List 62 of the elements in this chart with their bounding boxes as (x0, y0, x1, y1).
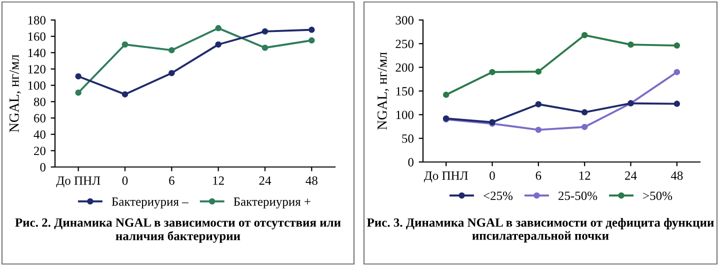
x-tick-label: 48 (306, 176, 318, 185)
y-tick-label: 160 (28, 32, 46, 41)
y-tick-label: 150 (396, 87, 414, 96)
point (308, 26, 315, 33)
point (168, 47, 175, 54)
point (581, 124, 588, 130)
point (535, 101, 542, 108)
point (122, 91, 128, 98)
y-tick-label: 140 (28, 48, 46, 58)
x-tick-label: 6 (169, 176, 174, 185)
y-tick-label: 0 (40, 163, 46, 172)
point (535, 68, 542, 75)
y-tick-label: 80 (34, 98, 46, 106)
y-axis-title: NGAL, нг/мл (378, 52, 389, 130)
point (262, 44, 268, 51)
x-tick-label: 24 (625, 171, 637, 180)
y-tick-label: 120 (28, 65, 46, 74)
point (75, 73, 82, 80)
legend-label: Бактериурия + (234, 198, 310, 208)
legend-label: >50% (643, 192, 672, 200)
y-tick-label: 20 (34, 146, 46, 156)
point (215, 41, 222, 48)
y-tick-label: 180 (28, 16, 46, 24)
point (308, 37, 315, 44)
x-tick-label: До ПНЛ (56, 176, 100, 188)
point (581, 32, 588, 38)
point (262, 28, 268, 35)
point (674, 100, 680, 107)
legend-label: Бактериурия – (112, 198, 188, 208)
point (674, 68, 680, 76)
y-tick-label: 60 (34, 114, 46, 122)
point (535, 126, 542, 133)
y-axis-title: NGAL, нг/мл (10, 54, 21, 132)
x-tick-label: 6 (536, 171, 542, 180)
text: Рис. 3. Динамика NGAL в зависимости от дефицита функции ипсилатеральной почки (367, 218, 714, 242)
x-tick-label: 24 (259, 176, 272, 185)
y-tick-label: 0 (408, 158, 414, 166)
text: Рис. 2. Динамика NGAL в зависимости от отсутствия или наличия бактериурии (15, 218, 341, 243)
x-tick-label: 0 (122, 176, 128, 185)
y-tick-label: 250 (396, 40, 414, 48)
y-tick-label: 50 (402, 134, 414, 143)
point (489, 68, 496, 76)
x-tick-label: 12 (579, 171, 590, 180)
point (122, 41, 128, 48)
point (674, 42, 680, 49)
point (168, 70, 175, 76)
point (215, 25, 222, 32)
y-tick-label: 100 (28, 81, 46, 90)
y-tick-label: 300 (396, 16, 414, 24)
y-tick-label: 100 (396, 110, 414, 120)
legend-label: 25-50% (558, 192, 598, 200)
point (442, 92, 450, 98)
point (628, 41, 634, 48)
legend-label: <25% (484, 192, 513, 200)
point (75, 90, 82, 96)
x-tick-label: До ПНЛ (424, 172, 468, 182)
y-tick-label: 200 (396, 63, 414, 72)
y-tick-label: 40 (34, 130, 46, 139)
x-tick-label: 0 (490, 171, 495, 180)
x-tick-label: 48 (670, 171, 683, 180)
x-tick-label: 12 (213, 176, 224, 185)
point (581, 109, 588, 116)
